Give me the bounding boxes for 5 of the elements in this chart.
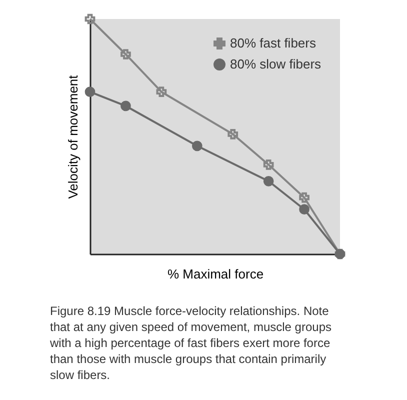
caption: Figure 8.19 Muscle force-velocity relationships. Note that at any given speed of movement, muscle groups with a high percentage of fast fibers exert more force than those with muscle groups that contain primarily slow fibers.	[49, 304, 332, 382]
legend-label: 80% fast fibers	[230, 36, 316, 50]
legend-label: 80% slow fibers	[230, 56, 322, 72]
y-axis-title: Velocity of movement	[66, 74, 80, 199]
x-axis-title: % Maximal force	[167, 266, 264, 282]
